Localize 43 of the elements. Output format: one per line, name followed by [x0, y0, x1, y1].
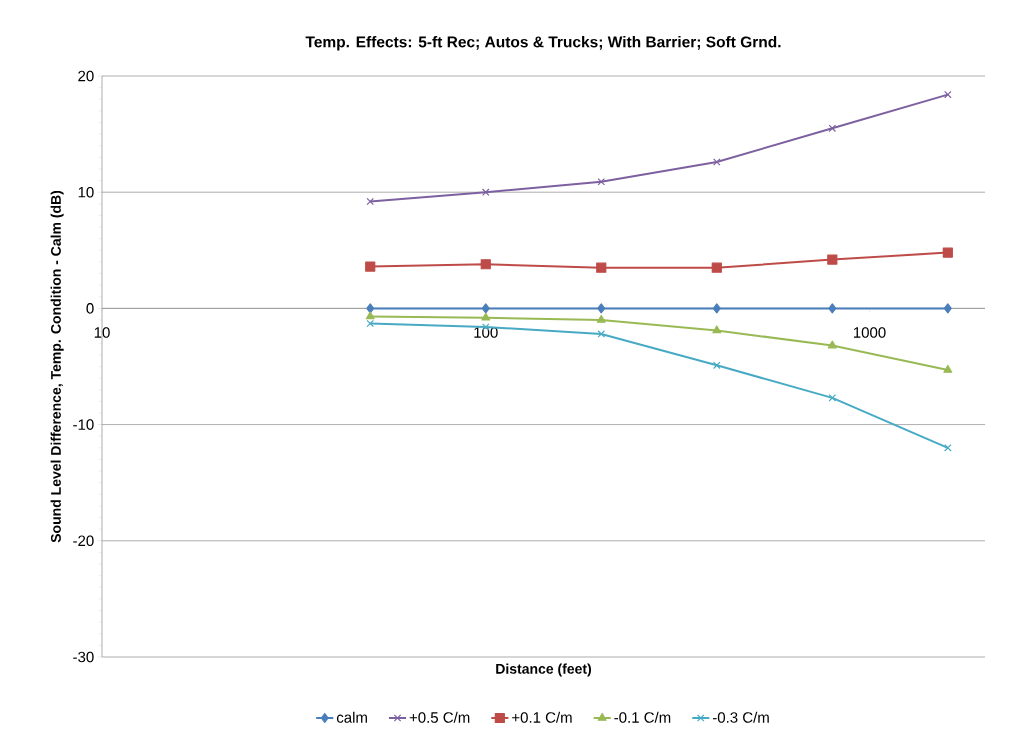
y-tick-label: -10: [73, 419, 94, 430]
point: [944, 90, 952, 99]
legend-label: -0.3 C/m: [712, 711, 769, 723]
point: [481, 188, 490, 196]
point: [366, 303, 375, 314]
legend-label: +0.1 C/m: [512, 711, 572, 723]
point: [711, 262, 722, 273]
chart-title: Temp. Effects: 5-ft Rec; Autos & Trucks; With Barrier; Soft Grnd.: [305, 36, 781, 51]
point: [713, 361, 721, 370]
point: [596, 262, 607, 273]
point: [828, 303, 837, 314]
point: [828, 394, 837, 402]
point: [597, 303, 606, 314]
point: [596, 314, 606, 323]
point: [366, 197, 375, 206]
point: [943, 303, 952, 314]
legend-label: -0.1 C/m: [614, 711, 671, 723]
point: [712, 303, 721, 314]
x-tick-label: 10: [94, 327, 110, 338]
point: [713, 158, 721, 166]
point: [365, 261, 376, 272]
point: [481, 312, 491, 321]
point: [827, 340, 837, 349]
point: [480, 259, 491, 270]
point: [944, 444, 952, 452]
y-axis-title: Sound Level Difference, Temp. Condition - Calm (dB): [50, 190, 64, 543]
y-tick-label: 10: [78, 186, 94, 198]
point: [481, 303, 490, 314]
point: [366, 319, 375, 328]
point: [943, 364, 953, 373]
x-axis-title: Distance (feet): [496, 663, 592, 677]
point: [365, 311, 375, 320]
point: [597, 330, 606, 338]
point: [712, 325, 722, 334]
y-tick-label: -30: [73, 651, 94, 663]
y-tick-label: 20: [78, 70, 94, 82]
legend-label: +0.5 C/m: [409, 711, 470, 723]
point: [942, 247, 953, 258]
x-tick-label: 1000: [853, 327, 886, 338]
y-tick-label: 0: [86, 303, 94, 314]
y-tick-label: -20: [73, 535, 94, 547]
point: [827, 254, 838, 265]
legend-label: calm: [336, 711, 367, 723]
